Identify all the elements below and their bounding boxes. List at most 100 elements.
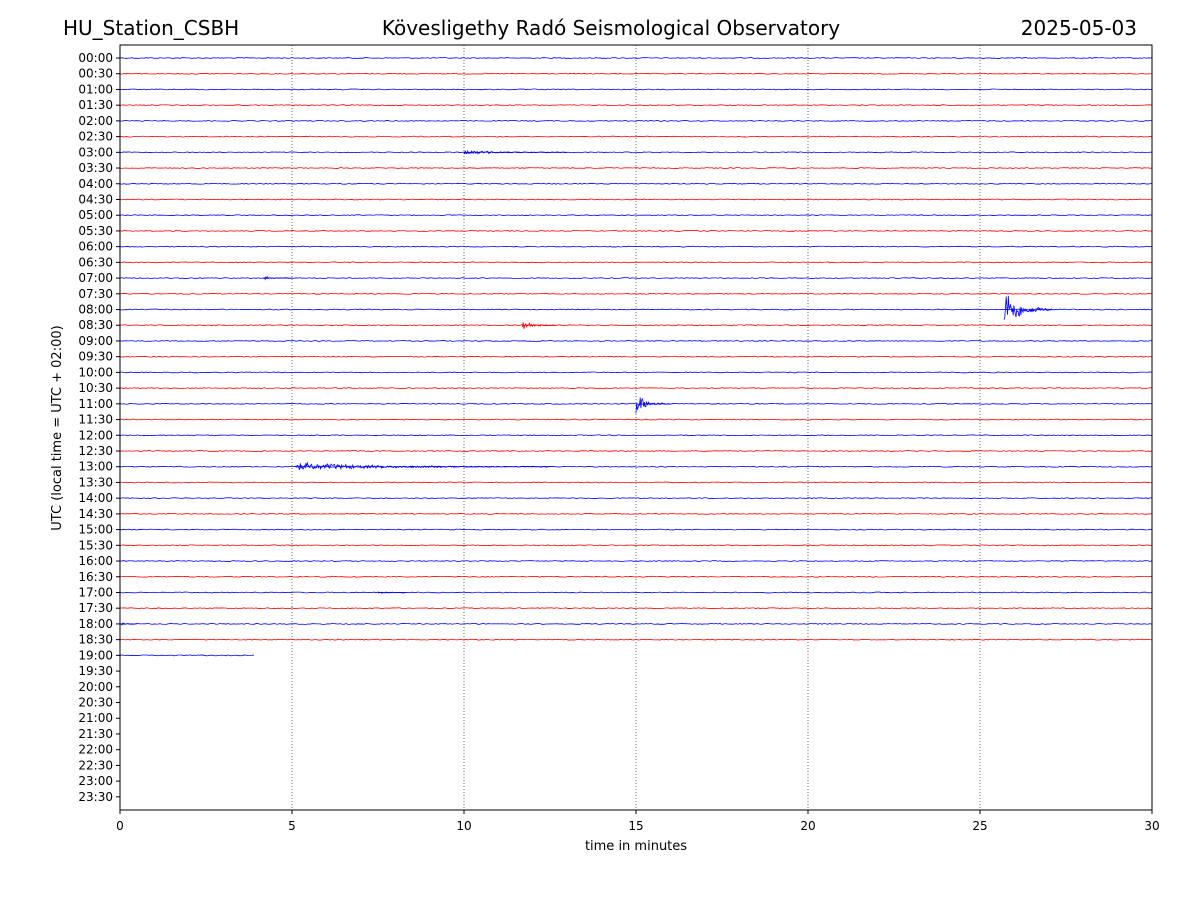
trace-0500 xyxy=(119,214,1153,217)
y-tick-label: 00:30 xyxy=(78,67,113,81)
event-1800 xyxy=(119,622,137,626)
y-tick-label: 03:00 xyxy=(78,145,113,159)
y-tick-label: 08:30 xyxy=(78,318,113,332)
trace-1000 xyxy=(119,371,1153,374)
seismic-events xyxy=(119,149,1052,626)
trace-1200 xyxy=(119,434,1153,437)
trace-0600 xyxy=(119,245,1153,248)
station-label: HU_Station_CSBH xyxy=(63,16,239,40)
y-tick-label: 03:30 xyxy=(78,161,113,175)
trace-1400 xyxy=(119,497,1153,500)
trace-1030 xyxy=(119,387,1153,389)
event-1300 xyxy=(295,461,550,471)
y-tick-label: 23:30 xyxy=(78,790,113,804)
y-tick-label: 17:30 xyxy=(78,601,113,615)
y-tick-label: 22:30 xyxy=(78,758,113,772)
trace-0400 xyxy=(119,182,1153,185)
trace-1300 xyxy=(119,465,1153,468)
y-tick-label: 13:00 xyxy=(78,460,113,474)
trace-0800 xyxy=(119,308,1153,311)
x-tick-label: 20 xyxy=(800,819,815,833)
y-tick-label: 20:30 xyxy=(78,696,113,710)
date-label: 2025-05-03 xyxy=(1021,16,1137,40)
trace-0130 xyxy=(119,104,1153,107)
y-tick-label: 04:00 xyxy=(78,177,113,191)
trace-0730 xyxy=(119,292,1153,295)
trace-1800 xyxy=(119,623,1153,625)
y-tick-label: 13:30 xyxy=(78,475,113,489)
trace-1700 xyxy=(119,591,1153,594)
x-tick-label: 10 xyxy=(456,819,471,833)
y-tick-label: 04:30 xyxy=(78,192,113,206)
event-0700 xyxy=(264,275,292,281)
trace-0700 xyxy=(119,277,1153,279)
y-tick-label: 15:00 xyxy=(78,523,113,537)
chart-title: Kövesligethy Radó Seismological Observat… xyxy=(382,16,840,40)
trace-1130 xyxy=(119,418,1153,421)
trace-1900 xyxy=(119,654,255,657)
trace-1730 xyxy=(119,607,1153,610)
y-tick-label: 19:30 xyxy=(78,664,113,678)
y-tick-label: 15:30 xyxy=(78,538,113,552)
x-tick-label: 0 xyxy=(116,819,124,833)
y-tick-label: 05:30 xyxy=(78,224,113,238)
y-tick-label: 19:00 xyxy=(78,648,113,662)
y-tick-label: 02:00 xyxy=(78,114,113,128)
x-axis-label: time in minutes xyxy=(585,839,687,854)
y-tick-label: 05:00 xyxy=(78,208,113,222)
trace-1600 xyxy=(119,560,1153,562)
y-tick-label: 09:30 xyxy=(78,350,113,364)
trace-0300 xyxy=(119,151,1153,154)
trace-0900 xyxy=(119,340,1153,342)
trace-0330 xyxy=(119,167,1153,169)
trace-0830 xyxy=(119,324,1153,327)
y-tick-label: 16:30 xyxy=(78,570,113,584)
y-tick-label: 02:30 xyxy=(78,130,113,144)
x-tick-label: 15 xyxy=(628,819,643,833)
y-tick-label: 10:00 xyxy=(78,365,113,379)
x-tick-label: 30 xyxy=(1144,819,1159,833)
y-tick-label: 09:00 xyxy=(78,334,113,348)
y-axis-label: UTC (local time = UTC + 02:00) xyxy=(50,325,65,530)
y-tick-label: 16:00 xyxy=(78,554,113,568)
trace-0430 xyxy=(119,198,1153,201)
event-1100 xyxy=(635,397,671,414)
y-tick-label: 12:00 xyxy=(78,428,113,442)
y-tick-label: 14:00 xyxy=(78,491,113,505)
x-ticks: 0 5 10 15 20 25 30 xyxy=(116,810,1160,833)
y-tick-label: 14:30 xyxy=(78,507,113,521)
y-tick-label: 23:00 xyxy=(78,774,113,788)
grid-lines xyxy=(291,45,981,810)
y-tick-label: 22:00 xyxy=(78,743,113,757)
trace-0000 xyxy=(119,57,1153,59)
y-tick-label: 21:00 xyxy=(78,711,113,725)
trace-1430 xyxy=(119,513,1153,515)
trace-0100 xyxy=(119,88,1153,91)
y-tick-label: 18:30 xyxy=(78,633,113,647)
event-0830 xyxy=(522,322,557,329)
trace-1630 xyxy=(119,575,1153,578)
y-tick-label: 00:00 xyxy=(78,51,113,65)
event-0300 xyxy=(463,149,567,155)
trace-1100 xyxy=(119,402,1153,405)
trace-0030 xyxy=(119,72,1153,75)
y-tick-label: 06:00 xyxy=(78,240,113,254)
trace-1330 xyxy=(119,481,1153,484)
trace-0530 xyxy=(119,230,1153,232)
trace-1530 xyxy=(119,544,1153,547)
trace-1500 xyxy=(119,528,1153,531)
y-tick-label: 18:00 xyxy=(78,617,113,631)
event-1700 xyxy=(377,591,406,594)
y-tick-label: 08:00 xyxy=(78,303,113,317)
event-0800 xyxy=(1003,295,1052,320)
y-tick-label: 20:00 xyxy=(78,680,113,694)
plot-frame xyxy=(119,44,1153,811)
trace-0200 xyxy=(119,120,1153,122)
y-tick-label: 17:00 xyxy=(78,585,113,599)
trace-0930 xyxy=(119,355,1153,358)
y-tick-label: 07:00 xyxy=(78,271,113,285)
trace-0630 xyxy=(119,261,1153,264)
trace-1830 xyxy=(119,638,1153,641)
y-tick-label: 07:30 xyxy=(78,287,113,301)
